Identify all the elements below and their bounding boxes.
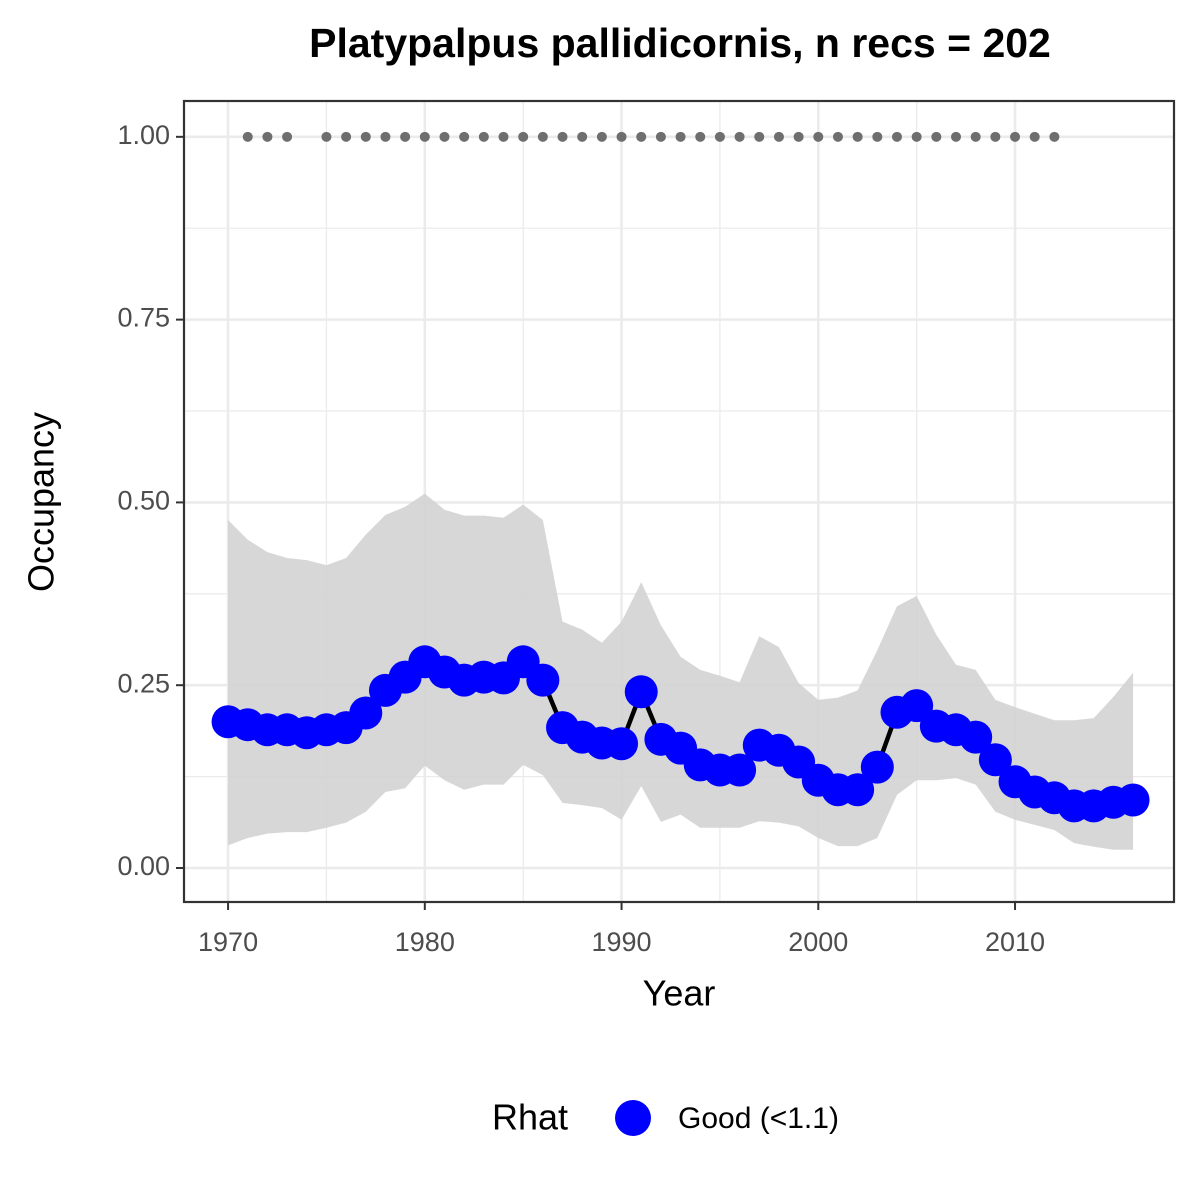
record-dot: [616, 131, 627, 142]
record-dot: [341, 131, 352, 142]
record-dot: [714, 131, 725, 142]
record-dot: [970, 131, 981, 142]
record-dot: [1049, 131, 1060, 142]
y-axis-title: Occupancy: [21, 412, 62, 592]
record-dot: [793, 131, 804, 142]
record-dot: [636, 131, 647, 142]
legend-title: Rhat: [492, 1097, 568, 1138]
x-tick-label: 2010: [985, 927, 1045, 957]
data-point: [605, 727, 639, 761]
record-dot: [655, 131, 666, 142]
y-tick-label: 0.75: [117, 303, 170, 333]
data-point: [900, 689, 934, 723]
record-dot: [773, 131, 784, 142]
record-dot: [931, 131, 942, 142]
record-dot: [1010, 131, 1021, 142]
y-tick-label: 0.00: [117, 851, 170, 881]
record-dot: [537, 131, 548, 142]
record-dot: [596, 131, 607, 142]
record-dot: [1029, 131, 1040, 142]
record-dot: [695, 131, 706, 142]
record-dot: [813, 131, 824, 142]
record-dot: [321, 131, 332, 142]
x-tick-label: 1980: [395, 927, 455, 957]
record-dot: [734, 131, 745, 142]
x-tick-label: 1990: [592, 927, 652, 957]
record-dot: [459, 131, 470, 142]
record-dot: [832, 131, 843, 142]
record-dot: [951, 131, 962, 142]
chart-title: Platypalpus pallidicornis, n recs = 202: [309, 20, 1051, 66]
record-dot: [911, 131, 922, 142]
record-dot: [990, 131, 1001, 142]
record-dot: [419, 131, 430, 142]
record-dot: [478, 131, 489, 142]
record-dot: [891, 131, 902, 142]
record-dot: [380, 131, 391, 142]
data-point: [526, 663, 560, 697]
data-point: [349, 696, 383, 730]
record-dot: [872, 131, 883, 142]
record-dot: [262, 131, 273, 142]
y-tick-label: 0.50: [117, 486, 170, 516]
panel-border: [182, 99, 1176, 904]
legend-label: Good (<1.1): [678, 1102, 839, 1135]
record-dot: [360, 131, 371, 142]
record-dot: [400, 131, 411, 142]
confidence-ribbon: [228, 493, 1134, 850]
record-dot: [852, 131, 863, 142]
data-point: [841, 773, 875, 807]
record-dot: [282, 131, 293, 142]
record-dot: [754, 131, 765, 142]
data-point: [860, 750, 894, 784]
record-dot: [675, 131, 686, 142]
y-tick-label: 1.00: [117, 120, 170, 150]
data-point: [959, 720, 993, 754]
legend-symbol: [615, 1100, 651, 1136]
data-point: [624, 675, 658, 709]
x-tick-label: 2000: [788, 927, 848, 957]
data-point: [978, 743, 1012, 777]
data-point: [1116, 783, 1150, 817]
record-dot: [557, 131, 568, 142]
y-tick-label: 0.25: [117, 668, 170, 698]
record-dot: [439, 131, 450, 142]
x-axis-title: Year: [643, 973, 716, 1014]
record-dot: [498, 131, 509, 142]
record-dot: [518, 131, 529, 142]
data-point: [723, 753, 757, 787]
x-tick-label: 1970: [198, 927, 258, 957]
record-dot: [242, 131, 253, 142]
record-dot: [577, 131, 588, 142]
